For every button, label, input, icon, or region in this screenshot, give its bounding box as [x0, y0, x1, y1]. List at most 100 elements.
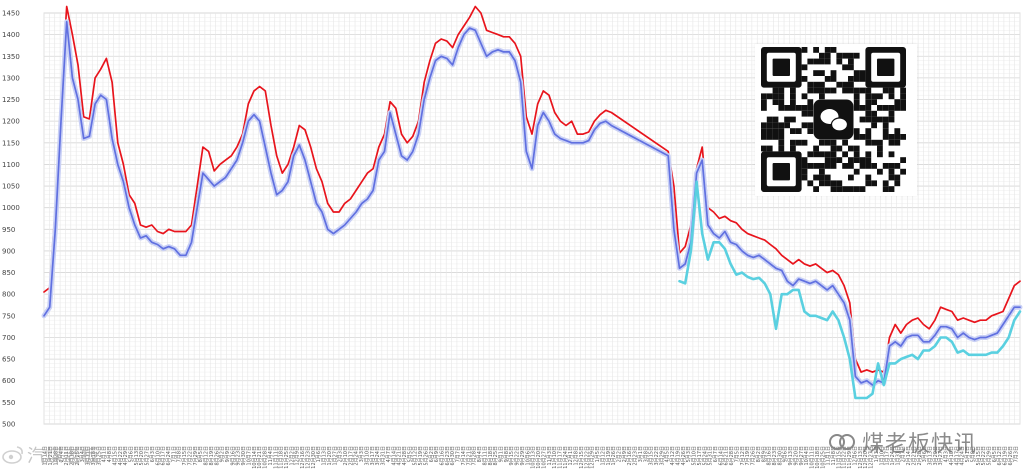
x-tick-label: 12月2日 — [289, 446, 295, 466]
x-tick-label: 6月19日 — [1003, 446, 1009, 466]
x-tick-label: 5月5日 — [407, 446, 413, 462]
y-tick-label: 1300 — [2, 74, 20, 82]
y-tick-label: 1450 — [2, 10, 20, 18]
x-tick-label: 7月26日 — [751, 446, 757, 466]
x-tick-label: 4月12日 — [670, 446, 676, 466]
x-tick-label: 8月11日 — [482, 446, 488, 466]
x-tick-label: 7月7日 — [456, 446, 462, 462]
x-tick-label: 10月28日 — [263, 446, 269, 469]
x-tick-label: 8月2日 — [756, 446, 762, 462]
x-tick-label: 10月4日 — [804, 446, 810, 466]
x-tick-label: 5月27日 — [145, 446, 151, 466]
series-lines — [41, 5, 1023, 400]
x-tick-label: 6月26日 — [1008, 446, 1014, 466]
x-tick-label: 4月28日 — [402, 446, 408, 466]
x-tick-label: 1月19日 — [606, 446, 612, 466]
y-tick-label: 1400 — [2, 31, 20, 39]
x-tick-label: 8月25日 — [493, 446, 499, 466]
x-tick-label: 5月22日 — [981, 446, 987, 466]
x-tick-label: 7月28日 — [472, 446, 478, 466]
x-tick-label: 9月22日 — [515, 446, 521, 466]
x-tick-label: 11月17日 — [557, 446, 563, 469]
x-tick-label: 7月14日 — [461, 446, 467, 466]
x-tick-label: 5月31日 — [708, 446, 714, 466]
x-tick-label: 3月20日 — [933, 446, 939, 466]
x-tick-label: 2月4日 — [59, 446, 65, 462]
y-tick-label: 550 — [2, 399, 15, 407]
x-tick-label: 10月13日 — [531, 446, 537, 469]
x-tick-label: 2月7日 — [901, 446, 907, 462]
x-tick-label: 2月16日 — [627, 446, 633, 466]
x-tick-label: 2月18日 — [69, 446, 75, 466]
x-tick-label: 12月16日 — [300, 446, 306, 469]
x-tick-label: 4月14日 — [391, 446, 397, 466]
x-tick-label: 9月16日 — [230, 446, 236, 466]
x-tick-label: 3月18日 — [91, 446, 97, 466]
x-tick-label: 7月15日 — [182, 446, 188, 466]
x-tick-label: 8月18日 — [488, 446, 494, 466]
y-tick-label: 1200 — [2, 118, 20, 126]
x-tick-label: 8月5日 — [198, 446, 204, 462]
x-tick-label: 5月13日 — [134, 446, 140, 466]
x-tick-label: 6月17日 — [161, 446, 167, 466]
x-tick-label: 1月3日 — [874, 446, 880, 462]
x-tick-label: 1月5日 — [595, 446, 601, 462]
y-tick-label: 650 — [2, 356, 15, 364]
x-tick-label: 5月24日 — [702, 446, 708, 466]
x-tick-label: 10月14日 — [252, 446, 258, 469]
x-tick-label: 3月15日 — [649, 446, 655, 466]
x-tick-label: 1月14日 — [43, 446, 49, 466]
x-tick-label: 6月28日 — [729, 446, 735, 466]
x-tick-label: 4月17日 — [954, 446, 960, 466]
x-tick-label: 10月21日 — [257, 446, 263, 469]
watermark-brand: 煤老板快讯 — [828, 426, 977, 458]
x-tick-label: 4月26日 — [681, 446, 687, 466]
y-tick-label: 1100 — [2, 161, 20, 169]
x-tick-label: 11月15日 — [836, 446, 842, 469]
x-tick-label: 12月8日 — [574, 446, 580, 466]
x-tick-label: 2月25日 — [75, 446, 81, 466]
x-tick-label: 1月27日 — [332, 446, 338, 466]
x-tick-label: 11月3日 — [547, 446, 553, 466]
x-tick-label: 5月8日 — [970, 446, 976, 462]
x-tick-label: 6月10日 — [155, 446, 161, 466]
x-tick-label: 6月12日 — [997, 446, 1003, 466]
x-tick-label: 2月21日 — [911, 446, 917, 466]
x-tick-label: 3月27日 — [938, 446, 944, 466]
x-tick-label: 11月1日 — [826, 446, 832, 466]
x-tick-label: 4月10日 — [949, 446, 955, 466]
y-tick-label: 800 — [2, 291, 15, 299]
y-tick-label: 900 — [2, 247, 15, 255]
watermark-corner: 汽煤老板 — [2, 442, 99, 468]
x-tick-label: 11月29日 — [847, 446, 853, 469]
x-tick-label: 3月22日 — [654, 446, 660, 466]
x-tick-label: 8月26日 — [214, 446, 220, 466]
x-tick-label: 3月6日 — [922, 446, 928, 462]
x-tick-label: 3月24日 — [375, 446, 381, 466]
x-tick-label: 8月30日 — [777, 446, 783, 466]
x-tick-label: 11月25日 — [284, 446, 290, 469]
x-tick-label: 11月18日 — [279, 446, 285, 469]
x-tick-label: 5月15日 — [976, 446, 982, 466]
y-tick-label: 1250 — [2, 96, 20, 104]
y-tick-label: 1050 — [2, 183, 20, 191]
x-tick-label: 7月5日 — [734, 446, 740, 462]
y-tick-label: 950 — [2, 226, 15, 234]
y-tick-label: 600 — [2, 377, 15, 385]
x-tick-label: 10月25日 — [820, 446, 826, 469]
x-tick-label: 1月12日 — [600, 446, 606, 466]
y-tick-label: 500 — [2, 421, 15, 429]
x-tick-label: 7月29日 — [193, 446, 199, 466]
x-axis-tick-labels: 1月14日 1月21日 1月28日 2月4日 2月11日 2月18日 2月25日 3月4日 3月… — [43, 446, 1020, 469]
x-tick-label: 8月19日 — [209, 446, 215, 466]
y-tick-label: 1150 — [2, 139, 20, 147]
x-tick-label: 1月13日 — [322, 446, 328, 466]
x-tick-label: 6月5日 — [992, 446, 998, 462]
x-tick-label: 1月31日 — [895, 446, 901, 466]
x-tick-label: 12月27日 — [869, 446, 875, 469]
x-tick-label: 1月17日 — [885, 446, 891, 466]
x-tick-label: 9月1日 — [499, 446, 505, 462]
x-tick-label: 3月31日 — [381, 446, 387, 466]
x-tick-label: 1月10日 — [879, 446, 885, 466]
x-tick-label: 5月17日 — [697, 446, 703, 466]
